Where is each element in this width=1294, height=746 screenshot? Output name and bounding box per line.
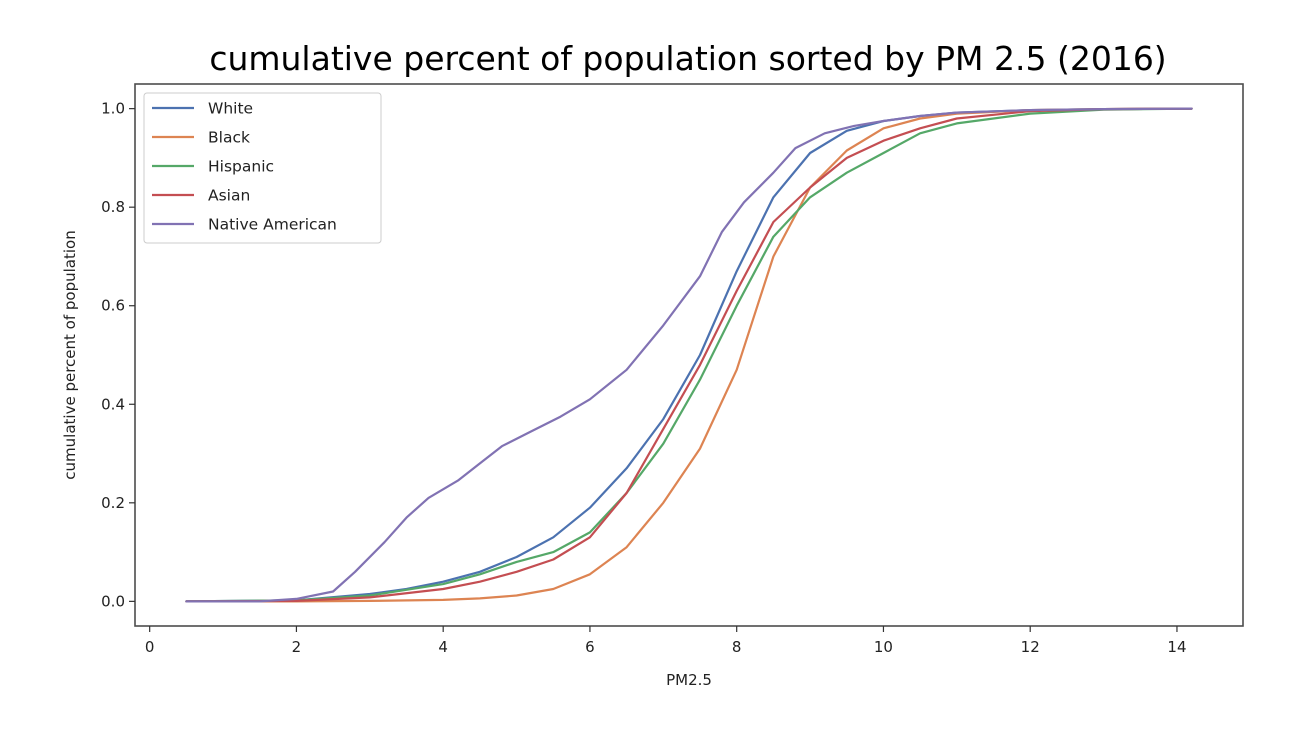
legend: White Black Hispanic Asian Native American	[143, 92, 382, 244]
plot-frame	[134, 83, 1244, 627]
legend-label-white: White	[208, 100, 253, 118]
y-tick-label: 0.8	[101, 198, 125, 216]
chart-title: cumulative percent of population sorted …	[209, 39, 1166, 78]
legend-label-hispanic: Hispanic	[208, 158, 274, 176]
y-tick-label: 0.4	[101, 395, 125, 413]
y-axis-label: cumulative percent of population	[61, 230, 79, 479]
series-line-native-american	[185, 107, 1193, 603]
series-line-hispanic	[185, 107, 1193, 603]
x-tick-label: 14	[1167, 638, 1186, 656]
series-line-black	[185, 107, 1193, 603]
x-tick-label: 10	[874, 638, 893, 656]
x-tick-label: 8	[732, 638, 742, 656]
x-tick-label: 0	[145, 638, 155, 656]
y-tick-label: 0.6	[101, 297, 125, 315]
y-axis: 0.0 0.2 0.4 0.6 0.8 1.0	[101, 100, 135, 610]
legend-label-asian: Asian	[208, 187, 250, 205]
x-tick-label: 4	[438, 638, 448, 656]
legend-frame	[143, 92, 382, 244]
legend-items: White Black Hispanic Asian Native American	[152, 100, 337, 234]
x-axis-label: PM2.5	[666, 671, 712, 689]
legend-label-native-american: Native American	[208, 216, 337, 234]
series-line-asian	[185, 107, 1193, 603]
series-layer	[185, 107, 1193, 603]
y-tick-label: 0.0	[101, 592, 125, 610]
x-tick-label: 6	[585, 638, 595, 656]
y-tick-label: 1.0	[101, 100, 125, 118]
x-tick-label: 2	[292, 638, 302, 656]
x-tick-label: 12	[1021, 638, 1040, 656]
x-axis: 0 2 4 6 8 10 12 14	[145, 626, 1187, 656]
legend-label-black: Black	[208, 129, 250, 147]
y-tick-label: 0.2	[101, 494, 125, 512]
